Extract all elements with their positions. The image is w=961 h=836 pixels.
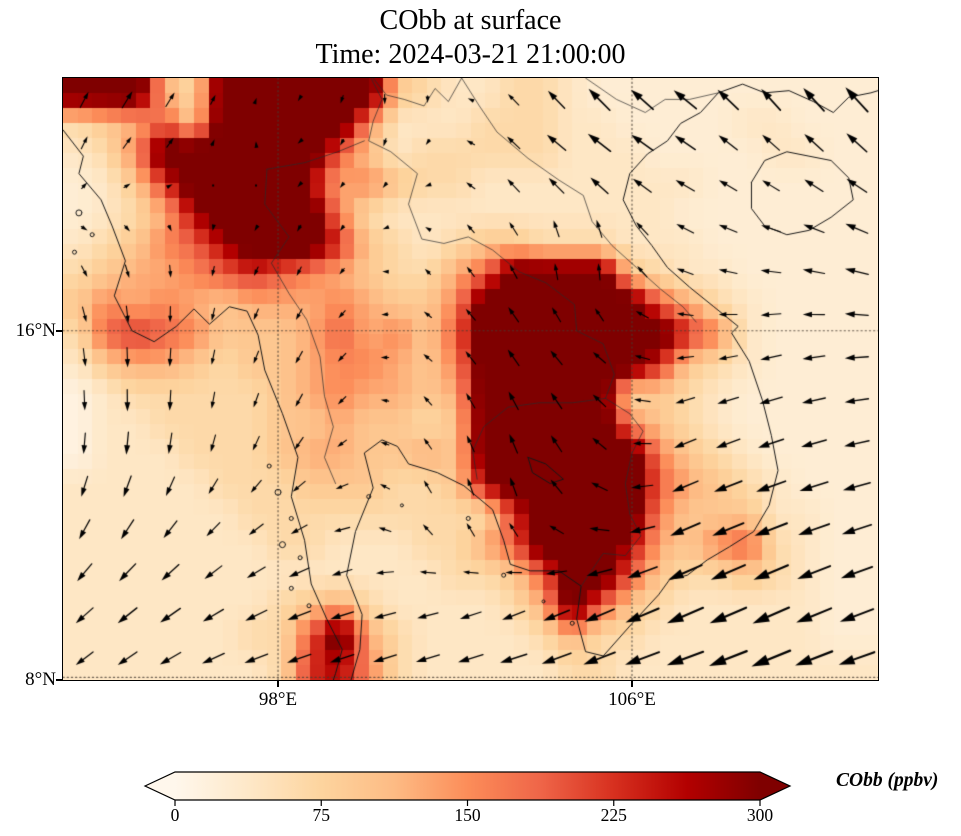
x-axis-tick xyxy=(277,681,279,687)
y-axis-tick xyxy=(56,330,63,332)
colorbar-tick-label: 75 xyxy=(312,805,331,825)
colorbar-tick-label: 225 xyxy=(600,805,627,825)
map-plot xyxy=(61,76,879,681)
colorbar-tick-label: 300 xyxy=(746,805,774,825)
colorbar-tick-label: 0 xyxy=(170,805,180,825)
x-axis-tick-label: 106°E xyxy=(608,689,656,710)
plot-subtitle: Time: 2024-03-21 21:00:00 xyxy=(315,39,626,70)
y-axis-tick xyxy=(56,679,63,681)
y-axis-tick-label: 16°N xyxy=(15,319,56,341)
colorbar xyxy=(140,768,800,810)
x-axis-tick-label: 98°E xyxy=(258,689,298,710)
map-overlay-canvas xyxy=(62,77,878,680)
colorbar-label: CObb (ppbv) xyxy=(836,770,939,791)
colorbar-bar xyxy=(143,771,792,806)
colorbar-tick-label: 150 xyxy=(454,805,481,825)
x-axis-tick xyxy=(631,681,633,687)
colorbar-arrow-bar xyxy=(143,771,792,801)
plot-title: CObb at surface xyxy=(379,5,562,36)
y-axis-tick-label: 8°N xyxy=(25,669,56,690)
